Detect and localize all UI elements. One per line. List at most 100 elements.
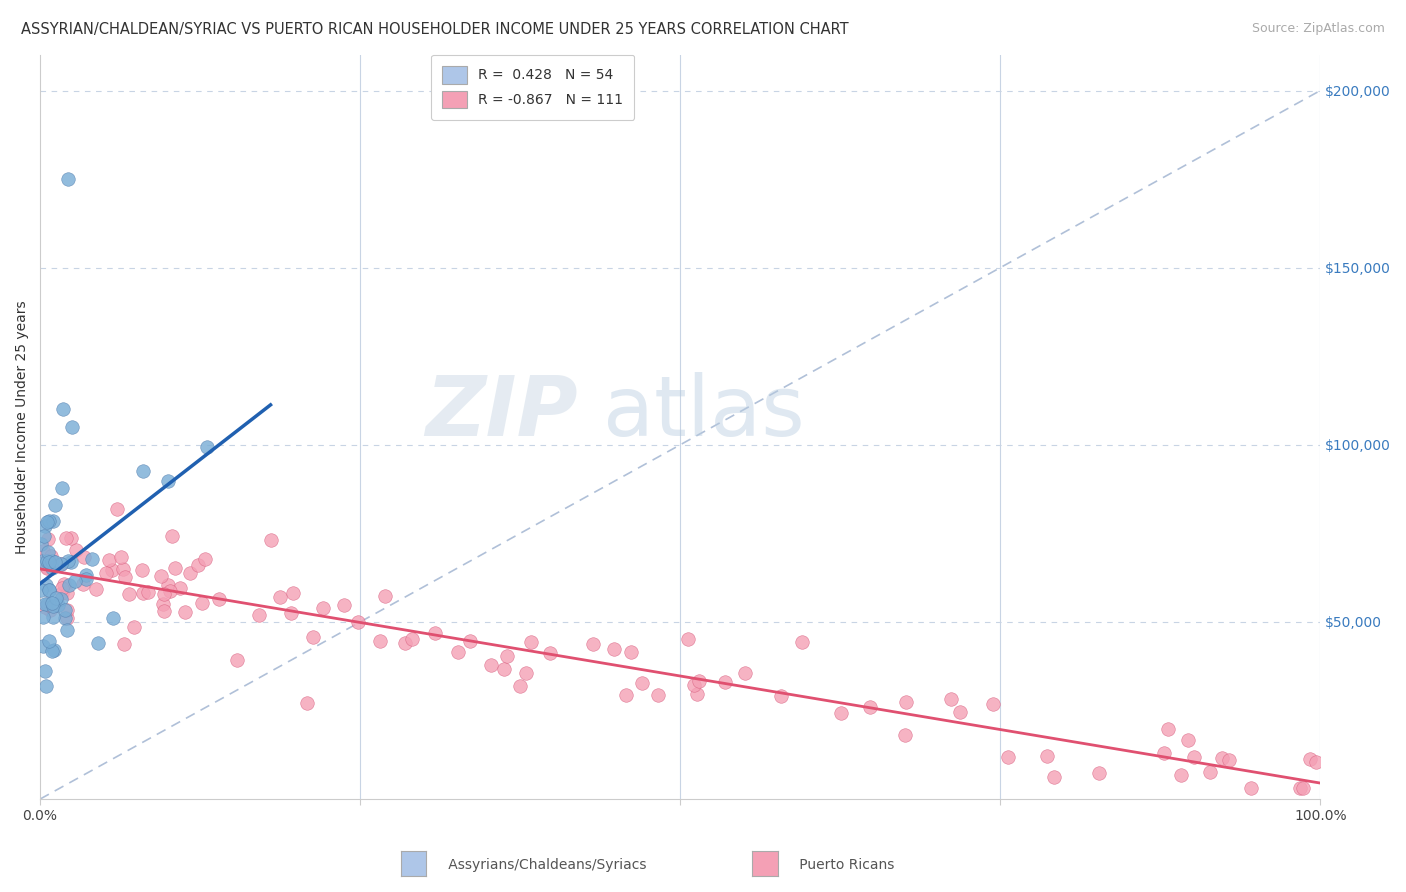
Text: Puerto Ricans: Puerto Ricans — [773, 858, 894, 872]
Point — [136, 584, 159, 599]
Point — [31, 639, 53, 653]
Text: ZIP: ZIP — [425, 372, 578, 453]
Point — [44, 555, 66, 569]
Point — [997, 749, 1019, 764]
Point — [1240, 780, 1263, 795]
Point — [191, 596, 214, 610]
Point — [683, 678, 706, 692]
Point — [46, 599, 69, 613]
Point — [394, 635, 416, 649]
Point — [208, 592, 231, 607]
Point — [30, 583, 52, 598]
Point — [1157, 722, 1180, 736]
Point — [602, 641, 624, 656]
Point — [1218, 753, 1240, 767]
Point — [37, 554, 59, 568]
Text: atlas: atlas — [603, 372, 806, 453]
Point — [41, 561, 63, 575]
Point — [1088, 766, 1111, 780]
Point — [582, 637, 605, 651]
Point — [51, 481, 73, 495]
Point — [494, 662, 516, 676]
Point — [688, 674, 710, 689]
Point — [80, 552, 103, 566]
Point — [44, 498, 66, 512]
Text: Source: ZipAtlas.com: Source: ZipAtlas.com — [1251, 22, 1385, 36]
Point — [312, 601, 335, 615]
Point — [1292, 781, 1315, 796]
Point — [179, 566, 201, 581]
Point — [60, 531, 83, 545]
Point — [790, 634, 813, 648]
Point — [678, 632, 700, 647]
Point — [37, 532, 59, 546]
Point — [169, 581, 191, 595]
Point — [35, 680, 58, 694]
Point — [35, 561, 58, 575]
Point — [53, 603, 76, 617]
Point — [55, 624, 77, 638]
Point — [734, 666, 756, 681]
Point — [1035, 748, 1057, 763]
Point — [1043, 770, 1066, 784]
Point — [86, 582, 108, 597]
Point — [112, 637, 135, 651]
Point — [153, 587, 176, 601]
Point — [458, 634, 481, 648]
Point — [1177, 733, 1199, 747]
Point — [981, 698, 1004, 712]
Text: ASSYRIAN/CHALDEAN/SYRIAC VS PUERTO RICAN HOUSEHOLDER INCOME UNDER 25 YEARS CORRE: ASSYRIAN/CHALDEAN/SYRIAC VS PUERTO RICAN… — [21, 22, 849, 37]
Point — [34, 518, 56, 533]
Point — [38, 514, 60, 528]
Point — [281, 586, 304, 600]
Point — [41, 553, 63, 567]
Point — [280, 606, 302, 620]
Point — [60, 555, 83, 569]
Point — [39, 558, 62, 573]
Point — [41, 514, 63, 528]
Point — [686, 687, 709, 701]
Point — [647, 688, 669, 702]
Point — [72, 577, 94, 591]
Text: Assyrians/Chaldeans/Syriacs: Assyrians/Chaldeans/Syriacs — [422, 858, 647, 872]
Point — [401, 632, 423, 646]
Point — [34, 664, 56, 678]
Point — [31, 609, 53, 624]
Point — [538, 646, 561, 660]
Point — [226, 653, 249, 667]
Point — [374, 590, 396, 604]
Point — [301, 630, 323, 644]
Point — [1170, 768, 1192, 782]
Point — [35, 515, 58, 529]
Point — [56, 611, 79, 625]
Point — [714, 674, 737, 689]
Point — [60, 420, 83, 434]
Point — [630, 676, 652, 690]
Point — [195, 440, 218, 454]
Point — [1184, 750, 1206, 764]
Point — [1288, 781, 1310, 796]
Point — [75, 567, 97, 582]
Point — [118, 586, 141, 600]
Point — [56, 586, 79, 600]
Point — [41, 644, 63, 658]
Point — [53, 610, 76, 624]
Point — [58, 172, 80, 186]
Point — [520, 635, 543, 649]
Point — [481, 658, 503, 673]
Point — [495, 648, 517, 663]
Point — [35, 578, 58, 592]
Point — [894, 728, 917, 742]
Point — [42, 610, 65, 624]
Point — [75, 572, 97, 586]
Point — [259, 533, 281, 548]
Point — [49, 557, 72, 571]
Point — [156, 578, 179, 592]
Point — [37, 545, 59, 559]
Point — [620, 645, 643, 659]
Point — [614, 688, 637, 702]
Point — [30, 537, 52, 551]
Point — [247, 607, 270, 622]
Point — [1198, 764, 1220, 779]
Point — [859, 700, 882, 714]
